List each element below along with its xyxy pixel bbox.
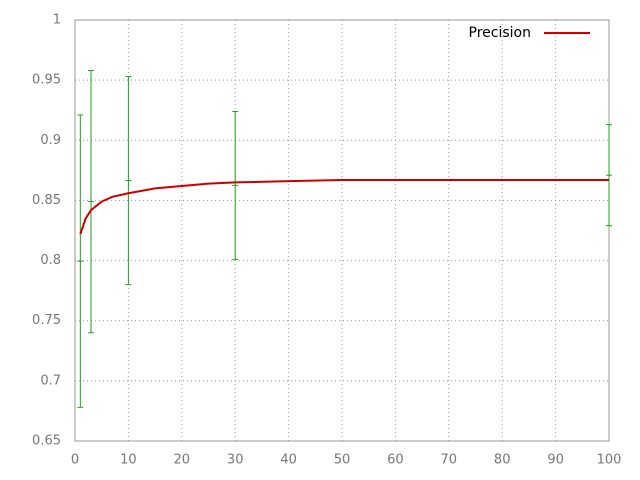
y-tick-label: 0.85 — [32, 193, 61, 208]
x-tick-label: 70 — [441, 453, 458, 468]
x-tick-label: 20 — [174, 453, 191, 468]
x-tick-label: 50 — [334, 453, 351, 468]
error-bar — [77, 114, 84, 408]
y-tick-label: 0.95 — [32, 73, 61, 88]
x-tick-label: 60 — [387, 453, 404, 468]
error-bar — [606, 124, 612, 227]
x-tick-label: 10 — [120, 453, 137, 468]
x-tick-label: 80 — [494, 453, 511, 468]
legend-label: Precision — [469, 25, 531, 41]
error-bar — [88, 70, 95, 334]
y-tick-label: 1 — [53, 13, 61, 28]
x-tick-label: 100 — [597, 453, 622, 468]
line — [79, 178, 609, 235]
x-tick-label: 30 — [227, 453, 244, 468]
x-tick-label: 40 — [280, 453, 297, 468]
plot-frame — [74, 19, 610, 442]
y-tick-label: 0.75 — [32, 313, 61, 328]
x-tick-label: 90 — [547, 453, 564, 468]
y-tick-label: 0.7 — [40, 373, 61, 388]
error-bar — [125, 76, 132, 286]
y-tick-label: 0.8 — [40, 253, 61, 268]
error-bar — [232, 110, 239, 260]
y-tick-label: 0.65 — [32, 434, 61, 449]
x-tick-label: 0 — [71, 453, 79, 468]
y-tick-label: 0.9 — [40, 133, 61, 148]
